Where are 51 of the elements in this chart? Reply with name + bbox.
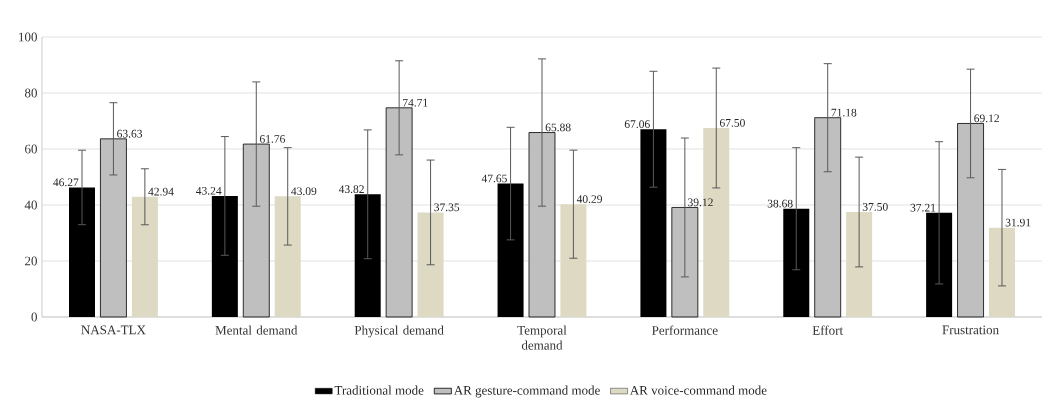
legend-label: AR voice-command mode [629, 385, 767, 395]
bar [528, 132, 556, 318]
data-label: 31.91 [1005, 218, 1031, 227]
x-tick-label: Temporal demand [517, 325, 567, 350]
x-tick-label: Physical demand [354, 325, 444, 338]
bar [497, 183, 524, 317]
data-label: 43.24 [196, 186, 222, 195]
data-label: 74.71 [403, 98, 428, 107]
data-label: 63.63 [117, 129, 143, 138]
bar [274, 196, 301, 317]
x-tick-label: NASA-TLX [81, 325, 146, 335]
bar [242, 143, 270, 318]
data-label: 71.18 [831, 108, 857, 117]
data-label: 40.29 [576, 195, 603, 203]
bar [640, 129, 667, 317]
data-label: 46.27 [53, 178, 79, 187]
x-tick-label: Effort [812, 325, 844, 335]
x-tick-label: Frustration [942, 325, 999, 335]
bar [100, 138, 127, 318]
bar [385, 107, 413, 318]
data-label: 67.06 [624, 120, 650, 129]
data-label: 61.76 [259, 135, 286, 143]
y-tick-label: 60 [25, 144, 37, 154]
y-tick-label: 20 [25, 256, 37, 266]
legend-label: AR gesture-command mode [453, 385, 600, 398]
data-label: 43.09 [291, 187, 317, 196]
bar [814, 117, 842, 318]
bar [131, 196, 158, 317]
data-label: 43.82 [338, 185, 364, 194]
data-label: 47.65 [481, 174, 507, 183]
bar [957, 123, 984, 318]
data-label: 69.12 [974, 114, 999, 123]
y-tick-label: 0 [31, 312, 37, 322]
x-tick-label: Mental demand [215, 325, 298, 335]
data-label: 39.12 [688, 198, 713, 207]
data-label: 37.50 [862, 203, 888, 211]
y-tick-label: 80 [24, 88, 37, 98]
bar [211, 195, 238, 317]
data-label: 37.21 [910, 203, 936, 212]
data-label: 37.35 [434, 203, 460, 212]
data-label: 65.88 [545, 123, 571, 132]
y-tick-label: 40 [24, 200, 37, 210]
bar [69, 187, 95, 317]
data-label: 42.94 [148, 187, 174, 196]
bar [560, 204, 587, 317]
data-label: 38.68 [767, 199, 793, 208]
legend-label: Traditional mode [334, 385, 424, 395]
y-tick-label: 100 [19, 32, 37, 42]
bar [417, 212, 444, 317]
data-label: 67.50 [719, 119, 745, 127]
x-tick-label: Performance [652, 325, 718, 335]
